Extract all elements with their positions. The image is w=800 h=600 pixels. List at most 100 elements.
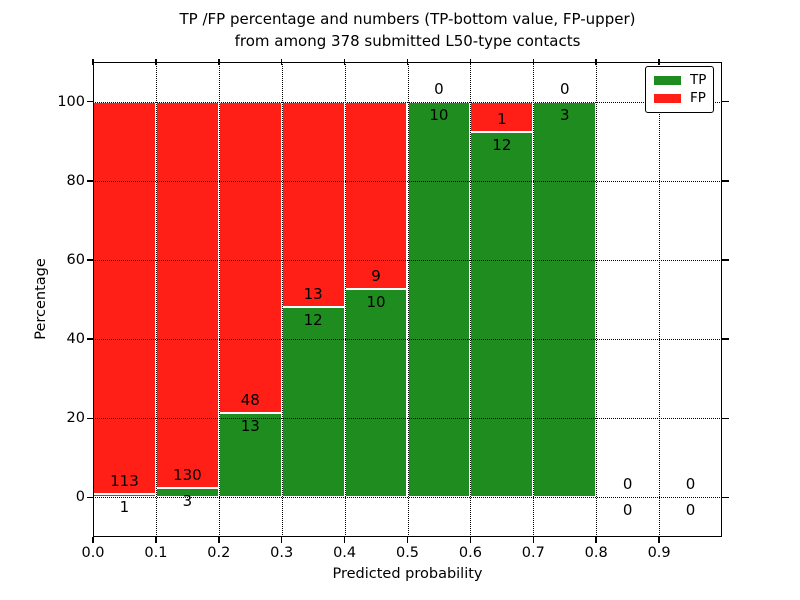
y-tick-mark-left [87, 417, 93, 419]
y-tick-label: 60 [66, 251, 85, 268]
y-tick-mark-right [722, 180, 729, 182]
chart-title-line2: from among 378 submitted L50-type contac… [234, 32, 581, 50]
y-tick-mark-left [87, 338, 93, 340]
gridline-vertical [407, 62, 409, 537]
bar-count-label-tp: 13 [240, 417, 260, 436]
x-tick-mark-bottom [406, 537, 409, 543]
bar-segment-fp [218, 101, 282, 414]
x-tick-label: 0.8 [584, 545, 608, 561]
bar-segment-tp [470, 132, 534, 498]
x-tick-mark-top [595, 59, 597, 65]
bar-count-label-tp: 0 [685, 501, 696, 520]
gridline-vertical [659, 62, 661, 537]
bar-count-label-fp: 130 [173, 466, 202, 485]
legend-swatch-fp [654, 94, 681, 103]
bar-count-label-fp: 9 [371, 267, 381, 286]
chart-title-line1: TP /FP percentage and numbers (TP-bottom… [179, 10, 636, 28]
chart-title: TP /FP percentage and numbers (TP-bottom… [93, 8, 722, 52]
x-tick-label: 0.4 [333, 545, 357, 561]
y-tick-mark-left [87, 100, 93, 103]
x-tick-mark-top [92, 59, 94, 65]
bar-count-label-fp: 1 [497, 110, 507, 129]
x-tick-mark-top [406, 59, 409, 65]
bar-count-label-tp: 1 [119, 497, 130, 516]
legend: TP FP [645, 66, 714, 113]
bar-count-label-tp: 3 [559, 105, 570, 124]
gridline-vertical [344, 62, 346, 537]
bar-segment-tp [281, 307, 345, 498]
x-tick-mark-top [532, 59, 535, 65]
x-tick-label: 0.1 [144, 545, 168, 561]
y-tick-label: 40 [66, 331, 85, 348]
bar-segment-fp [93, 101, 156, 494]
bar-count-label-fp: 48 [240, 391, 260, 410]
x-tick-mark-bottom [658, 537, 660, 543]
bar-segment-fp [344, 101, 408, 290]
x-tick-mark-top [343, 59, 346, 65]
gridline-vertical [155, 62, 157, 537]
bar-segment-tp [533, 101, 597, 498]
y-tick-label: 0 [75, 489, 85, 506]
x-tick-mark-bottom [343, 537, 346, 543]
x-tick-label: 0.7 [521, 545, 545, 561]
y-tick-mark-right [722, 100, 729, 103]
bar-segment-fp [155, 101, 219, 489]
x-tick-mark-bottom [92, 537, 94, 543]
x-tick-mark-bottom [469, 537, 472, 543]
x-tick-mark-top [280, 59, 283, 65]
gridline-vertical [281, 62, 283, 537]
x-tick-mark-bottom [218, 537, 220, 543]
x-axis-label: Predicted probability [332, 566, 483, 582]
legend-entry-tp: TP [654, 72, 707, 88]
bar-count-label-tp: 3 [182, 492, 193, 511]
bar-count-label-tp: 10 [429, 105, 449, 124]
legend-swatch-tp [654, 76, 681, 85]
x-tick-label: 0.5 [395, 545, 420, 561]
bar-count-label-fp: 0 [434, 79, 444, 98]
x-tick-mark-bottom [155, 537, 157, 543]
x-tick-label: 0.9 [647, 545, 671, 561]
x-tick-mark-bottom [280, 537, 283, 543]
y-tick-mark-left [87, 180, 93, 182]
x-tick-label: 0.3 [270, 545, 294, 561]
x-tick-mark-top [155, 59, 157, 65]
gridline-vertical [533, 62, 535, 537]
bar-count-label-tp: 10 [366, 293, 386, 312]
bar-count-label-fp: 0 [685, 475, 696, 494]
bar-count-label-fp: 13 [303, 285, 323, 304]
x-tick-label: 0.0 [81, 545, 105, 561]
x-tick-mark-top [469, 59, 472, 65]
y-tick-label: 80 [66, 172, 85, 189]
x-tick-mark-bottom [595, 537, 597, 543]
y-tick-mark-right [722, 496, 729, 499]
bar-segment-tp [407, 101, 471, 498]
legend-label-fp: FP [690, 90, 706, 106]
y-tick-mark-left [87, 259, 93, 261]
gridline-vertical [218, 62, 220, 537]
legend-entry-fp: FP [654, 90, 706, 106]
gridline-vertical [596, 62, 598, 537]
bar-count-label-tp: 12 [303, 311, 323, 330]
y-tick-label: 100 [57, 93, 85, 110]
bar-count-label-tp: 0 [622, 501, 633, 520]
y-axis-label: Percentage [33, 258, 49, 340]
y-tick-mark-left [87, 496, 93, 499]
bar-count-label-tp: 12 [492, 136, 512, 155]
x-tick-label: 0.6 [458, 545, 482, 561]
y-tick-label: 20 [66, 410, 85, 427]
y-tick-mark-right [722, 338, 729, 340]
gridline-vertical [470, 62, 472, 537]
y-tick-mark-right [722, 417, 729, 419]
x-tick-mark-top [658, 59, 660, 65]
bar-segment-fp [281, 101, 345, 308]
bar-segment-fp [470, 101, 534, 133]
x-tick-mark-top [218, 59, 220, 65]
bar-count-label-fp: 0 [622, 475, 633, 494]
x-tick-mark-bottom [532, 537, 535, 543]
bar-count-label-fp: 113 [110, 471, 139, 490]
x-tick-label: 0.2 [207, 545, 231, 561]
bar-segment-tp [344, 289, 408, 498]
y-tick-mark-right [722, 259, 729, 261]
legend-label-tp: TP [690, 72, 707, 88]
